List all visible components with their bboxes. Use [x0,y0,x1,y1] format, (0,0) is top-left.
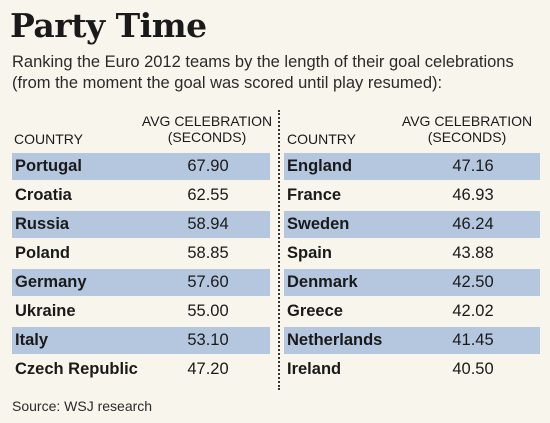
subtitle-line-1: Ranking the Euro 2012 teams by the lengt… [12,53,514,71]
celebration-value-right: 46.24 [452,215,494,233]
celebration-value-left: 57.60 [187,273,229,291]
celebration-value-left: 53.10 [187,331,229,349]
header-value-right-line1: AVG CELEBRATION [401,113,533,129]
country-name-right: Denmark [287,273,358,291]
country-name-right: Sweden [287,215,350,233]
country-name-left: Croatia [15,186,72,204]
row-band-left [12,153,270,180]
celebration-value-right: 41.45 [452,331,494,349]
country-name-right: Greece [287,302,343,320]
country-name-right: Spain [287,244,332,262]
country-name-right: Netherlands [287,331,383,349]
country-name-left: Poland [15,244,71,262]
table-row: Italy 53.10 Netherlands 41.45 [12,327,540,356]
row-band-left [12,327,270,354]
country-name-right: Ireland [287,360,342,378]
row-band-right [284,153,540,180]
header-country-right: COUNTRY [287,131,356,147]
celebration-value-right: 42.02 [452,302,494,320]
column-divider [278,110,280,390]
celebration-value-left: 58.85 [187,244,229,262]
table-body: Portugal 67.90 England 47.16 Croatia 62.55 Fra… [12,153,540,385]
celebration-value-left: 62.55 [187,186,229,204]
chart-subtitle: Ranking the Euro 2012 teams by the lengt… [12,52,542,94]
country-name-left: Russia [15,215,70,233]
celebration-value-right: 43.88 [452,244,494,262]
header-value-left-line2: (SECONDS) [167,129,247,145]
header-value-right-line2: (SECONDS) [427,129,507,145]
celebration-value-left: 55.00 [187,302,229,320]
table-row: Croatia 62.55 France 46.93 [12,182,540,211]
celebration-value-right: 40.50 [452,360,494,378]
table-row: Germany 57.60 Denmark 42.50 [12,269,540,298]
celebration-value-left: 58.94 [187,215,229,233]
table-row: Portugal 67.90 England 47.16 [12,153,540,182]
celebration-value-left: 47.20 [187,360,229,378]
source-note: Source: WSJ research [12,398,153,414]
table-row: Russia 58.94 Sweden 46.24 [12,211,540,240]
table-row: Ukraine 55.00 Greece 42.02 [12,298,540,327]
chart-title: Party Time [10,6,207,45]
row-band-right [284,327,540,354]
country-name-left: Czech Republic [15,360,138,378]
row-band-right [284,269,540,296]
row-band-left [12,211,270,238]
header-value-right: AVG CELEBRATION (SECONDS) [387,113,547,145]
country-name-right: France [287,186,342,204]
celebration-value-left: 67.90 [187,157,229,175]
country-name-left: Italy [15,331,49,349]
header-value-left: AVG CELEBRATION (SECONDS) [127,113,287,145]
row-band-left [12,269,270,296]
header-country-left: COUNTRY [14,131,83,147]
row-band-right [284,211,540,238]
celebration-value-right: 42.50 [452,273,494,291]
country-name-left: Germany [15,273,87,291]
header-value-left-line1: AVG CELEBRATION [141,113,273,129]
country-name-left: Portugal [15,157,82,175]
table-row: Czech Republic 47.20 Ireland 40.50 [12,356,540,385]
country-name-left: Ukraine [15,302,76,320]
celebration-value-right: 47.16 [452,157,494,175]
table-row: Poland 58.85 Spain 43.88 [12,240,540,269]
celebration-value-right: 46.93 [452,186,494,204]
country-name-right: England [287,157,353,175]
subtitle-line-2: (from the moment the goal was scored unt… [12,74,443,92]
